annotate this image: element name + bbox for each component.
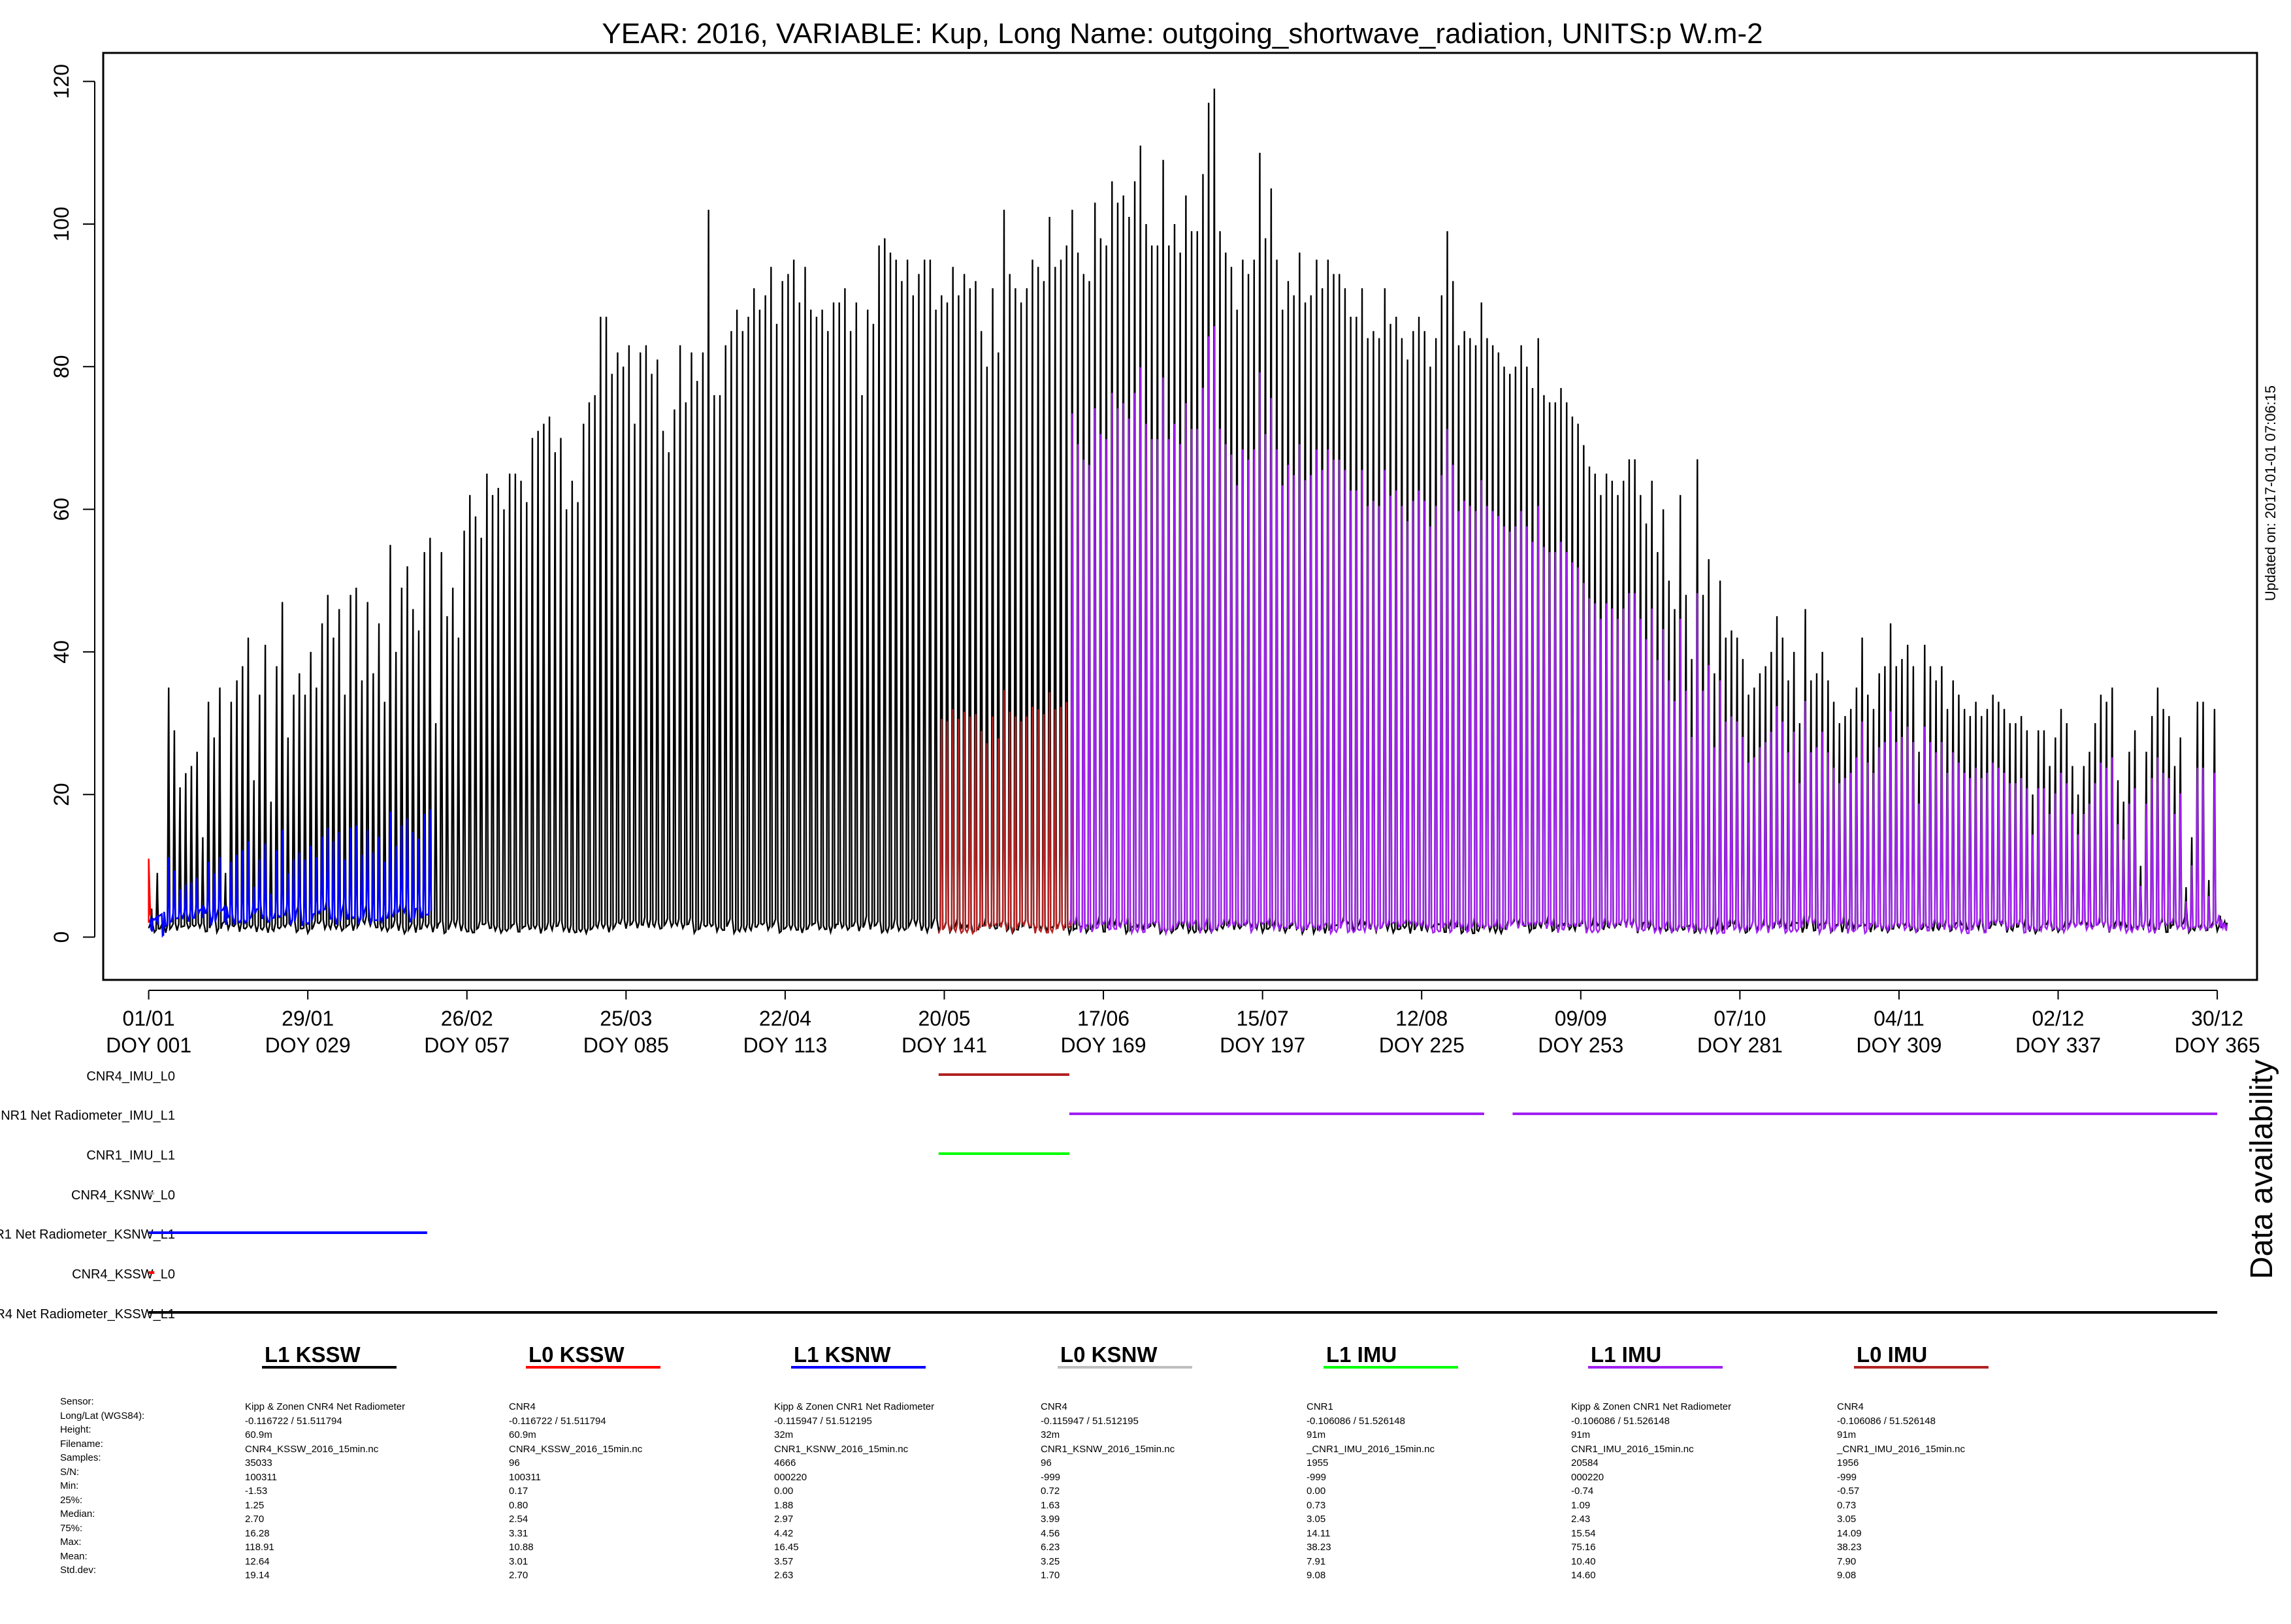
- x-tick-doy: DOY 029: [265, 1033, 351, 1057]
- x-tick-date: 02/12: [2032, 1007, 2084, 1030]
- x-tick-doy: DOY 309: [1856, 1033, 1942, 1057]
- stats-column-values: Kipp & Zonen CNR1 Net Radiometer -0.1060…: [1571, 1401, 1732, 1581]
- series-line-l1-kssw: [148, 88, 2228, 937]
- chart-title: YEAR: 2016, VARIABLE: Kup, Long Name: ou…: [602, 18, 1763, 50]
- x-tick-date: 15/07: [1237, 1007, 1289, 1030]
- y-tick-label: 100: [50, 206, 73, 241]
- stats-column-underline: [262, 1366, 397, 1369]
- series-layer: [148, 88, 2228, 938]
- y-tick-label: 60: [50, 498, 73, 521]
- x-tick-date: 26/02: [441, 1007, 493, 1030]
- stats-column-values: Kipp & Zonen CNR4 Net Radiometer -0.1167…: [245, 1401, 406, 1581]
- stats-column-underline: [526, 1366, 660, 1369]
- y-tick-label: 20: [50, 783, 73, 806]
- stats-row-labels: Sensor: Long/Lat (WGS84): Height: Filena…: [60, 1396, 145, 1576]
- stats-column-title: L0 IMU: [1857, 1342, 1928, 1367]
- x-tick-date: 17/06: [1077, 1007, 1129, 1030]
- series-line-l1-ksnw: [148, 809, 432, 938]
- x-tick-date: 20/05: [918, 1007, 970, 1030]
- stats-column-title: L1 KSSW: [265, 1342, 361, 1367]
- stats-column-title: L1 IMU: [1591, 1342, 1662, 1367]
- y-tick-label: 120: [50, 64, 73, 99]
- availability-heading: Data availability: [2245, 1060, 2279, 1279]
- y-tick-label: 80: [50, 355, 73, 378]
- x-tick-doy: DOY 057: [424, 1033, 510, 1057]
- x-tick-date: 07/10: [1714, 1007, 1766, 1030]
- stats-column-underline: [1058, 1366, 1192, 1369]
- y-axis: 0 20 40 60 80 100 120: [50, 64, 95, 943]
- x-tick-doy: DOY 085: [583, 1033, 669, 1057]
- stats-column-underline: [791, 1366, 926, 1369]
- availability-label: Kipp & Zonen CNR4 Net Radiometer_KSSW_L1: [0, 1307, 175, 1322]
- availability-label: Kipp & Zonen CNR1 Net Radiometer_IMU_L1: [0, 1109, 175, 1123]
- x-tick-date: 30/12: [2191, 1007, 2243, 1030]
- x-tick-date: 01/01: [123, 1007, 175, 1030]
- x-tick-doy: DOY 365: [2175, 1033, 2260, 1057]
- x-tick-doy: DOY 169: [1061, 1033, 1146, 1057]
- availability-label: CNR1_IMU_L1: [86, 1148, 175, 1163]
- stats-column-title: L1 IMU: [1326, 1342, 1397, 1367]
- availability-label: CNR4_KSNW_L0: [71, 1188, 175, 1203]
- stats-column-values: CNR1 -0.106086 / 51.526148 91m _CNR1_IMU…: [1307, 1401, 1435, 1581]
- x-tick-doy: DOY 225: [1379, 1033, 1465, 1057]
- stats-column-values: CNR4 -0.115947 / 51.512195 32m CNR1_KSNW…: [1041, 1401, 1175, 1581]
- stats-column-underline: [1588, 1366, 1723, 1369]
- stats-column-values: Kipp & Zonen CNR1 Net Radiometer -0.1159…: [774, 1401, 935, 1581]
- x-tick-date: 25/03: [600, 1007, 652, 1030]
- availability-panel: CNR4_IMU_L0 Kipp & Zonen CNR1 Net Radiome…: [0, 1069, 2218, 1322]
- availability-label: CNR4_IMU_L0: [86, 1069, 175, 1084]
- x-axis: 01/01 DOY 001 29/01 DOY 029 26/02 DOY 057 25/0…: [106, 990, 2260, 1057]
- x-tick-doy: DOY 281: [1697, 1033, 1783, 1057]
- x-tick-doy: DOY 141: [902, 1033, 987, 1057]
- x-tick-doy: DOY 001: [106, 1033, 191, 1057]
- x-tick-doy: DOY 113: [743, 1033, 828, 1057]
- stats-column-underline: [1324, 1366, 1458, 1369]
- y-tick-label: 40: [50, 640, 73, 664]
- stats-column-underline: [1854, 1366, 1989, 1369]
- availability-label: CNR4_KSSW_L0: [72, 1267, 175, 1282]
- x-tick-date: 29/01: [282, 1007, 334, 1030]
- x-tick-doy: DOY 197: [1220, 1033, 1305, 1057]
- stats-column-values: CNR4 -0.116722 / 51.511794 60.9m CNR4_KS…: [509, 1401, 643, 1581]
- series-line-l0-imu: [937, 689, 1075, 935]
- stats-column-title: L0 KSSW: [528, 1342, 625, 1367]
- plot-frame: [102, 52, 2258, 981]
- x-tick-doy: DOY 337: [2015, 1033, 2101, 1057]
- x-tick-date: 12/08: [1395, 1007, 1448, 1030]
- x-tick-doy: DOY 253: [1538, 1033, 1623, 1057]
- series-line-l1-imu: [1068, 326, 2228, 937]
- availability-label: Kipp & Zonen CNR1 Net Radiometer_KSNW_L1: [0, 1227, 175, 1242]
- x-tick-date: 04/11: [1874, 1007, 1925, 1030]
- x-tick-date: 09/09: [1555, 1007, 1607, 1030]
- stats-column-values: CNR4 -0.106086 / 51.526148 91m _CNR1_IMU…: [1837, 1401, 1965, 1581]
- stats-column-title: L0 KSNW: [1060, 1342, 1158, 1367]
- series-line-l0-kssw: [148, 858, 152, 923]
- stats-column-title: L1 KSNW: [794, 1342, 891, 1367]
- side-note: Updated on: 2017-01-01 07:06:15: [2262, 385, 2279, 601]
- y-tick-label: 0: [50, 932, 73, 943]
- x-tick-date: 22/04: [759, 1007, 811, 1030]
